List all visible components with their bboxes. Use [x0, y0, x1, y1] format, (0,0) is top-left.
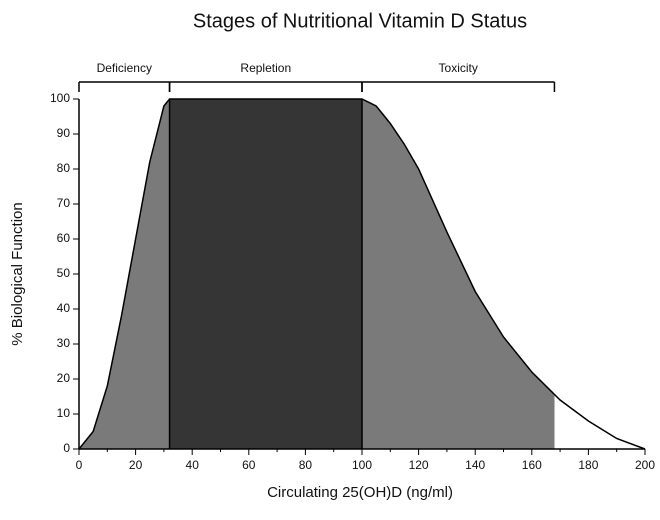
x-tick-label: 40 — [186, 458, 200, 472]
y-tick-label: 70 — [57, 196, 71, 210]
curve — [78, 98, 646, 450]
stage-label: Toxicity — [439, 61, 478, 75]
y-tick-label: 90 — [57, 126, 71, 140]
y-tick-label: 0 — [63, 441, 70, 455]
stage-area — [362, 99, 555, 449]
stage-area — [79, 99, 170, 449]
y-tick-label: 100 — [50, 91, 70, 105]
x-tick-label: 120 — [409, 458, 429, 472]
stage-label: Deficiency — [97, 61, 152, 75]
y-axis-label: % Biological Function — [9, 202, 26, 345]
x-tick-label: 0 — [76, 458, 83, 472]
x-tick-label: 100 — [352, 458, 372, 472]
y-tick-label: 50 — [57, 266, 71, 280]
y-tick-label: 30 — [57, 336, 71, 350]
x-tick-label: 20 — [129, 458, 143, 472]
stage-label: Repletion — [240, 61, 291, 75]
y-tick-label: 10 — [57, 406, 71, 420]
x-tick-label: 160 — [522, 458, 542, 472]
x-tick-label: 80 — [299, 458, 313, 472]
stage-area — [169, 99, 362, 449]
chart-title: Stages of Nutritional Vitamin D Status — [193, 10, 527, 32]
y-tick-label: 60 — [57, 231, 71, 245]
x-axis-label: Circulating 25(OH)D (ng/ml) — [267, 484, 453, 501]
y-tick-label: 40 — [57, 301, 71, 315]
x-tick-label: 200 — [635, 458, 655, 472]
x-tick-label: 60 — [242, 458, 256, 472]
x-tick-label: 180 — [578, 458, 598, 472]
y-tick-label: 80 — [57, 161, 71, 175]
y-tick-label: 20 — [57, 371, 71, 385]
x-tick-label: 140 — [465, 458, 485, 472]
